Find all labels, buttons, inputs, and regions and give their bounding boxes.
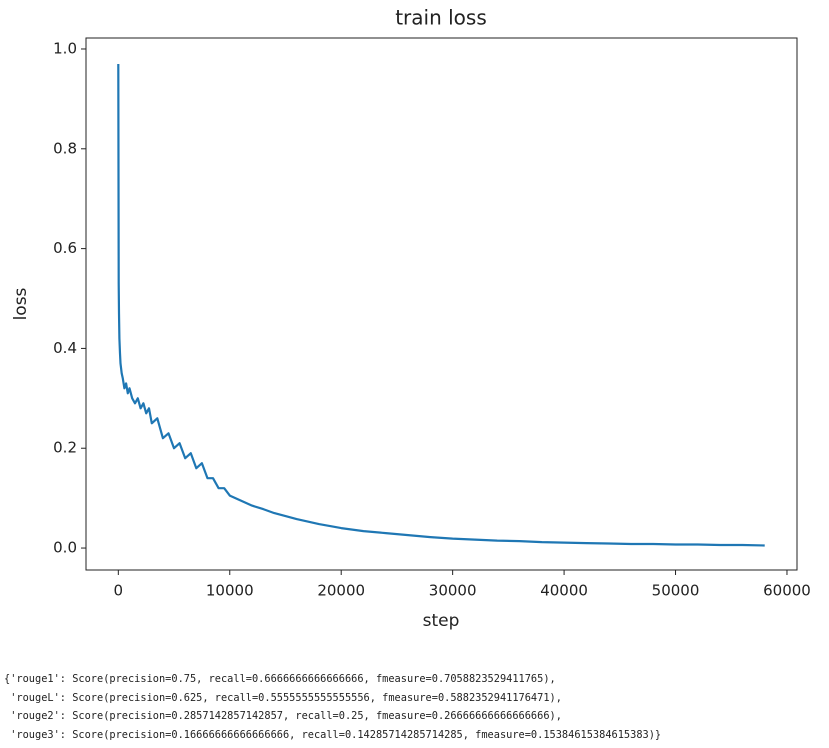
- x-axis-label: step: [423, 611, 460, 631]
- output-line: 'rougeL': Score(precision=0.625, recall=…: [4, 691, 562, 704]
- output-line: 'rouge3': Score(precision=0.166666666666…: [4, 728, 662, 741]
- y-tick-label: 0.6: [53, 239, 77, 257]
- chart: train loss step loss 0.0 0.2 0.4 0.6 0.8 1.0 0…: [11, 6, 811, 632]
- x-tick-label: 60000: [763, 582, 811, 600]
- x-tick-label: 10000: [206, 582, 254, 600]
- y-tick-label: 1.0: [53, 39, 77, 57]
- output-line: 'rouge2': Score(precision=0.285714285714…: [4, 710, 562, 722]
- loss-line: [117, 63, 765, 547]
- y-axis-label: loss: [11, 287, 31, 320]
- y-tick-label: 0.0: [53, 539, 77, 557]
- y-tick-label: 0.2: [53, 439, 77, 457]
- x-tick-label: 0: [114, 582, 124, 600]
- output-text: {'rouge1': Score(precision=0.75, recall=…: [4, 670, 661, 744]
- output-line: {'rouge1': Score(precision=0.75, recall=…: [4, 673, 556, 685]
- y-tick-label: 0.8: [53, 139, 77, 157]
- chart-title: train loss: [395, 6, 487, 30]
- plot-frame: [85, 37, 798, 571]
- x-tick-label: 50000: [652, 582, 700, 600]
- x-tick-label: 40000: [540, 582, 588, 600]
- y-tick-label: 0.4: [53, 339, 77, 357]
- x-tick-label: 20000: [317, 582, 365, 600]
- x-tick-label: 30000: [429, 582, 477, 600]
